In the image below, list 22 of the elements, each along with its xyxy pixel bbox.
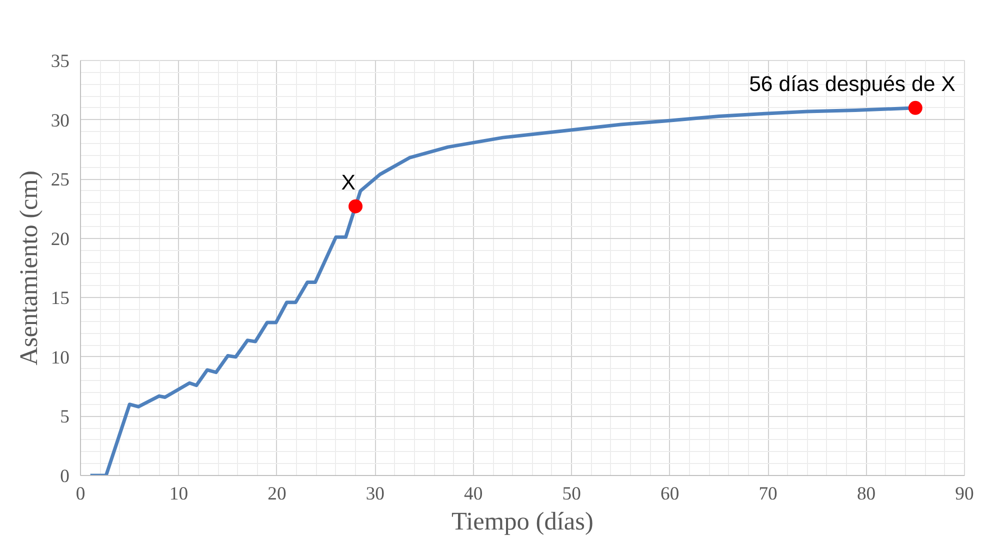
x-tick-label: 40 bbox=[464, 484, 483, 504]
x-tick-label: 20 bbox=[268, 484, 286, 504]
y-tick-label: 15 bbox=[50, 288, 70, 310]
y-tick-label: 20 bbox=[50, 228, 70, 250]
annotation: X bbox=[341, 170, 356, 194]
x-tick-label: 80 bbox=[856, 484, 876, 504]
y-tick-label: 5 bbox=[60, 406, 70, 428]
x-tick-label: 10 bbox=[169, 484, 188, 504]
x-tick-label: 90 bbox=[955, 484, 974, 504]
x-axis-title: Tiempo (días) bbox=[452, 508, 594, 536]
x-tick-label: 70 bbox=[758, 484, 778, 504]
x-tick-label: 30 bbox=[366, 484, 384, 504]
y-tick-label: 35 bbox=[50, 51, 70, 72]
x-tick-label: 50 bbox=[562, 484, 581, 504]
x-tick-label: 0 bbox=[76, 484, 86, 504]
y-tick-label: 10 bbox=[50, 347, 70, 368]
y-tick-label: 30 bbox=[50, 110, 70, 132]
y-tick-label: 0 bbox=[60, 466, 70, 487]
x-tick-label: 60 bbox=[660, 484, 680, 504]
annotation: 56 días después de X bbox=[749, 72, 956, 96]
y-tick-label: 25 bbox=[50, 170, 70, 191]
y-axis-title: Asentamiento (cm) bbox=[14, 170, 43, 366]
